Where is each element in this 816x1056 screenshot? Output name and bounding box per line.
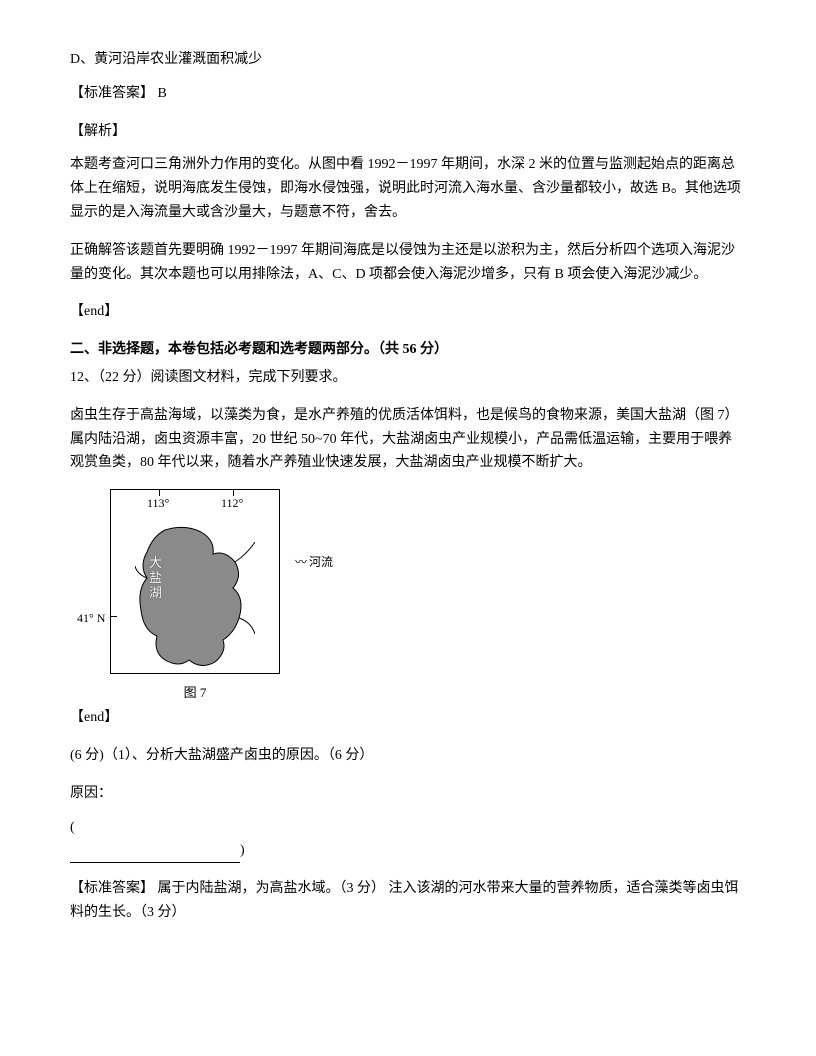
standard-answer: 【标准答案】 B: [70, 82, 746, 106]
lat-41-label: 41° N: [77, 608, 105, 628]
analysis-p1: 本题考查河口三角洲外力作用的变化。从图中看 1992－1997 年期间，水深 2…: [70, 153, 746, 224]
section-heading: 二、非选择题，本卷包括必考题和选考题两部分。（共 56 分）: [70, 338, 746, 362]
end-tag-1: 【end】: [70, 300, 746, 324]
lon-113-label: 113°: [147, 493, 169, 513]
figure-7: 113° 112° 41° N 大 盐 湖 〰 河流 图 7: [110, 489, 746, 704]
passage: 卤虫生存于高盐海域，以藻类为食，是水产养殖的优质活体饵料，也是候鸟的食物来源，美…: [70, 404, 746, 475]
fill-blank: ( ): [70, 816, 746, 864]
analysis-label: 【解析】: [70, 120, 746, 144]
analysis-p2: 正确解答该题首先要明确 1992－1997 年期间海底是以侵蚀为主还是以淤积为主…: [70, 239, 746, 287]
lon-112-label: 112°: [221, 493, 243, 513]
wavy-icon: 〰: [295, 552, 305, 572]
river-legend: 〰 河流: [295, 552, 333, 572]
fig-caption: 图 7: [110, 682, 280, 704]
q12-intro: 12、（22 分）阅读图文材料，完成下列要求。: [70, 366, 746, 390]
end-tag-2: 【end】: [70, 706, 746, 730]
sub-q1: (6 分)（1）、分析大盐湖盛产卤虫的原因。（6 分）: [70, 744, 746, 768]
map-box: 113° 112° 41° N 大 盐 湖 〰 河流: [110, 489, 280, 674]
reason-label: 原因：: [70, 782, 746, 806]
standard-answer-2: 【标准答案】 属于内陆盐湖，为高盐水域。（3 分） 注入该湖的河水带来大量的营养…: [70, 877, 746, 925]
option-d: D、黄河沿岸农业灌溉面积减少: [70, 48, 746, 72]
lake-name: 大 盐 湖: [149, 556, 162, 601]
